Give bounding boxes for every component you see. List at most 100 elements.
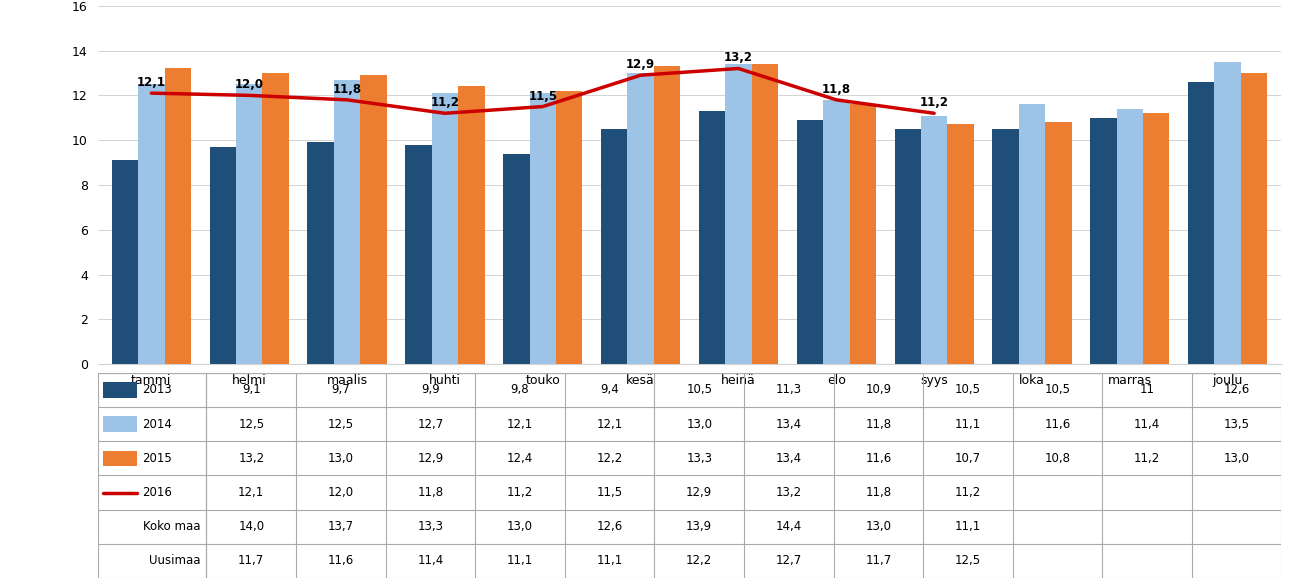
Text: 12,6: 12,6 xyxy=(596,520,623,533)
Text: 2016: 2016 xyxy=(143,486,173,499)
Text: 9,4: 9,4 xyxy=(600,383,619,397)
Text: 10,5: 10,5 xyxy=(955,383,981,397)
Text: 9,9: 9,9 xyxy=(422,383,440,397)
Text: 13,7: 13,7 xyxy=(328,520,354,533)
Text: 13,0: 13,0 xyxy=(865,520,891,533)
Text: 12,9: 12,9 xyxy=(418,452,444,465)
Bar xyxy=(947,124,973,364)
Bar xyxy=(209,147,235,364)
Text: 12,1: 12,1 xyxy=(507,418,533,431)
Text: Uusimaa: Uusimaa xyxy=(150,554,200,568)
Text: 13,4: 13,4 xyxy=(775,418,801,431)
Bar xyxy=(725,64,752,364)
Bar xyxy=(654,66,680,364)
Text: 12,5: 12,5 xyxy=(238,418,264,431)
Text: Koko maa: Koko maa xyxy=(143,520,200,533)
Text: 12,9: 12,9 xyxy=(626,58,656,71)
Text: 12,7: 12,7 xyxy=(418,418,444,431)
Text: 10,7: 10,7 xyxy=(955,452,981,465)
Text: 9,8: 9,8 xyxy=(511,383,530,397)
Text: 11,6: 11,6 xyxy=(328,554,354,568)
Text: 11,2: 11,2 xyxy=(955,486,981,499)
Bar xyxy=(307,142,334,364)
Text: 11,1: 11,1 xyxy=(596,554,623,568)
Text: 11,4: 11,4 xyxy=(418,554,444,568)
Text: 12,0: 12,0 xyxy=(328,486,354,499)
Bar xyxy=(824,100,850,364)
Text: 11,8: 11,8 xyxy=(418,486,444,499)
Text: 11: 11 xyxy=(1140,383,1154,397)
Text: 11,8: 11,8 xyxy=(865,418,891,431)
Bar xyxy=(503,154,530,364)
Text: 10,9: 10,9 xyxy=(865,383,891,397)
Text: 10,8: 10,8 xyxy=(1045,452,1071,465)
Text: 13,0: 13,0 xyxy=(507,520,533,533)
Text: 13,2: 13,2 xyxy=(775,486,801,499)
Bar xyxy=(993,129,1019,364)
Text: 9,7: 9,7 xyxy=(332,383,350,397)
Text: 10,5: 10,5 xyxy=(1045,383,1071,397)
Text: 13,3: 13,3 xyxy=(686,452,712,465)
Text: 11,6: 11,6 xyxy=(1045,418,1071,431)
Text: 12,7: 12,7 xyxy=(775,554,801,568)
Text: 13,9: 13,9 xyxy=(686,520,712,533)
Bar xyxy=(104,416,137,432)
Text: 13,0: 13,0 xyxy=(686,418,712,431)
Bar xyxy=(263,73,289,364)
Text: 12,5: 12,5 xyxy=(955,554,981,568)
Text: 11,7: 11,7 xyxy=(238,554,264,568)
Text: 11,2: 11,2 xyxy=(1134,452,1160,465)
Bar xyxy=(1214,62,1241,364)
Text: 11,6: 11,6 xyxy=(865,452,891,465)
Text: 11,8: 11,8 xyxy=(865,486,891,499)
Text: 2014: 2014 xyxy=(143,418,173,431)
Bar xyxy=(556,91,583,364)
Bar xyxy=(458,86,484,364)
Bar xyxy=(1045,122,1072,364)
Text: 12,1: 12,1 xyxy=(596,418,623,431)
Bar xyxy=(850,105,876,364)
Text: 13,2: 13,2 xyxy=(238,452,264,465)
Bar xyxy=(334,80,360,364)
Text: 2015: 2015 xyxy=(143,452,172,465)
Text: 11,2: 11,2 xyxy=(507,486,533,499)
Text: 11,1: 11,1 xyxy=(955,418,981,431)
Text: 13,5: 13,5 xyxy=(1224,418,1250,431)
Text: 13,2: 13,2 xyxy=(723,51,753,65)
Text: 11,1: 11,1 xyxy=(955,520,981,533)
Bar xyxy=(360,75,386,364)
Bar xyxy=(1019,105,1045,364)
Text: 2013: 2013 xyxy=(143,383,172,397)
Text: 12,9: 12,9 xyxy=(686,486,713,499)
Bar xyxy=(1116,109,1144,364)
Bar xyxy=(165,69,191,364)
Bar xyxy=(1241,73,1267,364)
Bar xyxy=(921,116,947,364)
Bar xyxy=(530,93,556,364)
Text: 12,4: 12,4 xyxy=(507,452,533,465)
Bar xyxy=(601,129,627,364)
Text: 13,3: 13,3 xyxy=(418,520,444,533)
Bar xyxy=(432,93,458,364)
Bar xyxy=(752,64,778,364)
Text: 12,1: 12,1 xyxy=(137,76,167,89)
Text: 11,2: 11,2 xyxy=(920,97,948,109)
Bar xyxy=(1090,118,1116,364)
Bar xyxy=(627,73,654,364)
Text: 12,6: 12,6 xyxy=(1223,383,1250,397)
Bar xyxy=(895,129,921,364)
Text: 12,5: 12,5 xyxy=(328,418,354,431)
Text: 10,5: 10,5 xyxy=(686,383,712,397)
Bar xyxy=(1188,82,1214,364)
Bar xyxy=(699,111,725,364)
Text: 11,5: 11,5 xyxy=(597,486,623,499)
Text: 13,0: 13,0 xyxy=(328,452,354,465)
Bar xyxy=(1144,113,1170,364)
Text: 11,8: 11,8 xyxy=(333,83,362,96)
Text: 14,4: 14,4 xyxy=(775,520,801,533)
Text: 11,5: 11,5 xyxy=(528,90,557,102)
Text: 12,2: 12,2 xyxy=(686,554,713,568)
Text: 13,4: 13,4 xyxy=(775,452,801,465)
Bar xyxy=(138,84,165,364)
Text: 11,2: 11,2 xyxy=(431,97,459,109)
